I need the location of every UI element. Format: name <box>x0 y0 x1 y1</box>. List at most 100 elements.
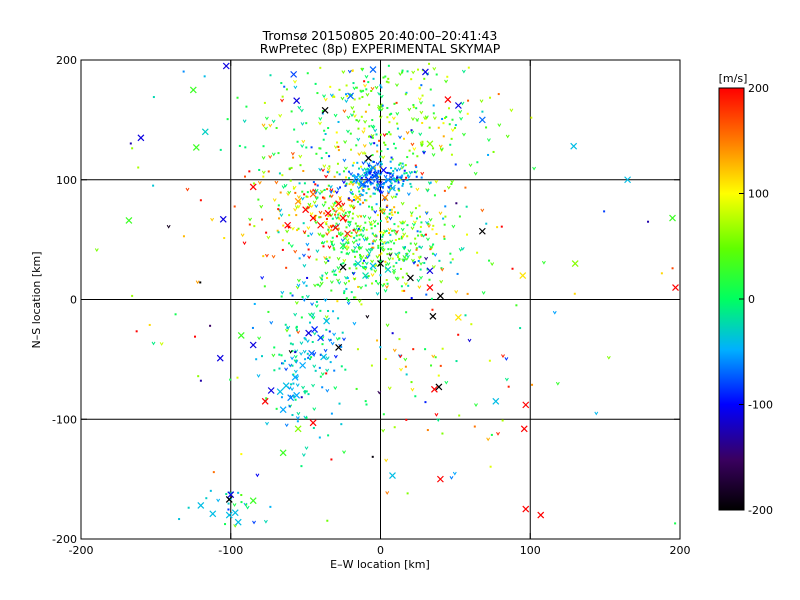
scatter-point-small <box>407 249 412 253</box>
scatter-point-small <box>389 209 392 212</box>
scatter-point-small <box>380 247 385 252</box>
scatter-point-small <box>423 77 426 80</box>
scatter-point-small <box>288 334 291 337</box>
scatter-point-small <box>365 255 370 259</box>
scatter-point-small <box>360 115 363 118</box>
colorbar-tick-label: -100 <box>748 399 773 412</box>
scatter-point-small <box>261 123 266 128</box>
scatter-point-small <box>454 124 457 127</box>
scatter-point-small <box>410 297 413 300</box>
scatter-point-small <box>305 294 310 299</box>
scatter-point-small <box>429 88 432 91</box>
scatter-point-small <box>481 291 486 295</box>
scatter-point-small <box>304 446 309 451</box>
scatter-point-small <box>352 110 355 113</box>
scatter-point-small <box>292 373 295 376</box>
scatter-point-small <box>216 498 221 503</box>
scatter-point-x <box>344 230 351 238</box>
scatter-point-small <box>451 224 456 229</box>
scatter-point-small <box>187 506 190 509</box>
scatter-point-small <box>337 281 342 285</box>
scatter-point-small <box>419 101 423 105</box>
scatter-point-small <box>606 355 611 360</box>
scatter-point-small <box>346 214 351 219</box>
scatter-point-small <box>345 252 348 255</box>
scatter-point-small <box>302 222 305 225</box>
scatter-point-small <box>291 364 294 367</box>
scatter-point-small <box>405 311 408 314</box>
scatter-point-small <box>282 362 285 365</box>
scatter-point-small <box>381 248 386 253</box>
scatter-point-small <box>296 278 301 283</box>
scatter-point-small <box>363 80 366 83</box>
scatter-point-small <box>341 331 344 334</box>
scatter-point-small <box>359 285 363 290</box>
scatter-point-small <box>330 289 333 292</box>
scatter-point-small <box>338 212 341 215</box>
scatter-point-small <box>507 385 510 388</box>
scatter-point-small <box>333 113 338 118</box>
scatter-point-small <box>368 171 372 176</box>
scatter-point-small <box>281 95 284 98</box>
scatter-point-small <box>433 253 438 257</box>
scatter-point-small <box>424 233 427 236</box>
scatter-point-x <box>222 62 230 70</box>
scatter-point-small <box>324 133 327 136</box>
scatter-point-x <box>571 260 579 267</box>
scatter-point-small <box>420 144 423 147</box>
scatter-point-small <box>318 216 321 219</box>
scatter-point-small <box>337 213 340 216</box>
scatter-point-small <box>291 350 294 353</box>
scatter-point-small <box>305 416 308 419</box>
scatter-point-small <box>432 116 437 121</box>
gridlines <box>81 60 680 539</box>
scatter-point-small <box>280 98 284 103</box>
scatter-point-small <box>300 316 303 319</box>
scatter-point-small <box>348 199 351 202</box>
scatter-point-small <box>360 176 363 179</box>
scatter-point-small <box>350 113 354 118</box>
scatter-point-small <box>307 356 310 359</box>
scatter-point-small <box>394 167 397 170</box>
scatter-point-small <box>273 369 276 372</box>
scatter-point-small <box>368 142 373 146</box>
scatter-point-small <box>397 175 401 180</box>
scatter-point-small <box>443 235 446 238</box>
scatter-point-small <box>396 176 399 179</box>
scatter-point-x <box>389 472 396 479</box>
scatter-point-small <box>271 353 276 358</box>
scatter-point-small <box>284 323 287 326</box>
scatter-point-small <box>449 143 452 146</box>
scatter-point-small <box>378 160 383 165</box>
scatter-point-small <box>480 208 485 213</box>
scatter-point-small <box>324 201 327 204</box>
scatter-point-small <box>316 283 319 286</box>
scatter-point-small <box>324 271 329 276</box>
scatter-point-small <box>280 354 283 357</box>
scatter-point-small <box>281 239 284 242</box>
scatter-point-small <box>383 182 386 185</box>
scatter-point-small <box>310 146 313 149</box>
scatter-point-small <box>174 313 177 316</box>
scatter-point-small <box>418 204 421 207</box>
scatter-point-small <box>322 245 325 248</box>
scatter-point-small <box>674 522 677 525</box>
scatter-point-small <box>420 233 423 236</box>
scatter-point-small <box>375 280 378 283</box>
scatter-point-small <box>321 203 326 208</box>
scatter-point-small <box>224 523 227 526</box>
scatter-point-small <box>333 201 336 204</box>
scatter-point-small <box>410 387 415 392</box>
scatter-point-small <box>370 364 373 367</box>
scatter-point-small <box>327 228 330 231</box>
scatter-point-small <box>496 432 500 436</box>
scatter-point-small <box>415 166 418 169</box>
scatter-point-small <box>251 326 254 329</box>
scatter-point-small <box>488 259 491 262</box>
scatter-point-small <box>327 225 332 230</box>
scatter-point-small <box>448 123 451 126</box>
scatter-point-small <box>292 187 295 190</box>
scatter-point-small <box>384 357 387 360</box>
scatter-point-small <box>377 244 380 247</box>
scatter-point-small <box>379 346 382 349</box>
